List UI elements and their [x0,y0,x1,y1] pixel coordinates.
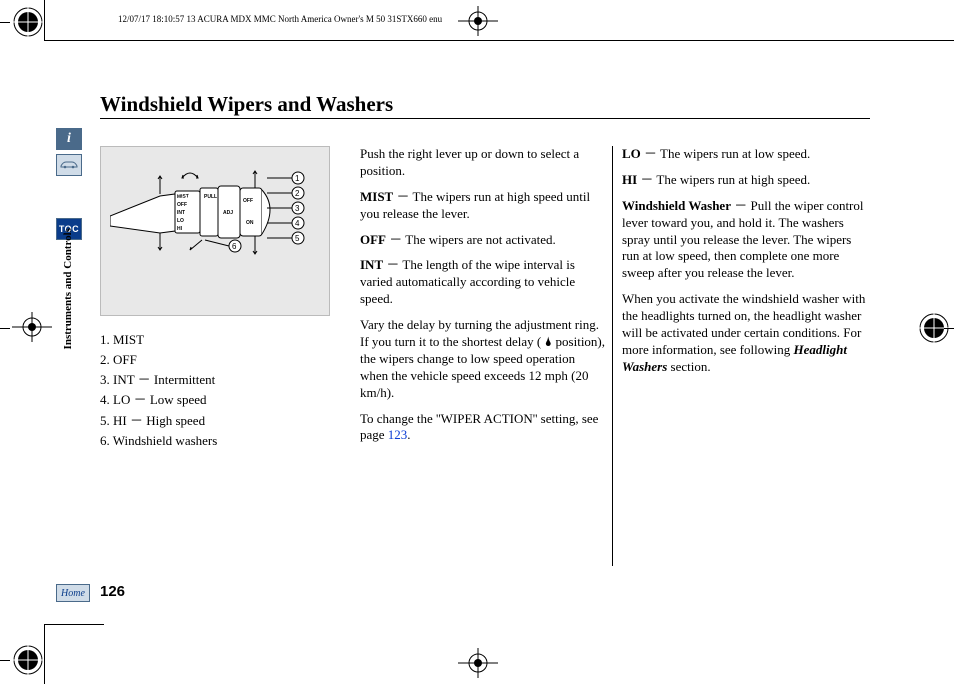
callout: 4 [295,219,300,228]
legend-item: 2. OFF [100,350,330,370]
diagram-label: LO [177,218,184,224]
body-text: INT － The length of the wipe interval is… [360,257,605,308]
tab-car[interactable] [56,154,82,176]
diagram-legend: 1. MIST 2. OFF 3. INT － Intermittent 4. … [100,330,330,451]
body-text: OFF － The wipers are not activated. [360,232,605,249]
diagram-label: PULL [204,194,217,200]
cropmark-left-center [12,312,52,342]
column-3: LO － The wipers run at low speed. HI － T… [622,146,869,385]
body-text: Windshield Washer － Pull the wiper contr… [622,198,869,282]
home-button[interactable]: Home [56,584,90,602]
body-text: Vary the delay by turning the adjustment… [360,317,605,401]
term: OFF [360,232,386,247]
body-text: To change the ''WIPER ACTION'' setting, … [360,411,605,445]
term: HI [622,172,637,187]
definition: － The wipers run at low speed. [641,146,810,161]
crop-line [44,40,954,41]
crop-line [0,328,10,329]
body-text: HI － The wipers run at high speed. [622,172,869,189]
text-run: section. [667,359,710,374]
page-link[interactable]: 123 [388,427,408,442]
diagram-label: OFF [243,198,253,204]
page-title: Windshield Wipers and Washers [100,92,393,117]
body-text: LO － The wipers run at low speed. [622,146,869,163]
term: INT [360,257,383,272]
diagram-label: ON [246,220,254,226]
diagram-label: HI [177,226,183,232]
crop-line [44,0,45,40]
legend-item: 3. INT － Intermittent [100,370,330,390]
diagram-label: OFF [177,202,187,208]
car-icon [60,159,78,172]
crop-line [944,328,954,329]
diagram-label: INT [177,210,185,216]
term: Windshield Washer [622,198,731,213]
title-rule [100,118,870,119]
regmark-bottom-left [12,644,44,676]
body-text: Push the right lever up or down to selec… [360,146,605,180]
term: MIST [360,189,393,204]
side-tabs: i TOC [56,128,84,240]
legend-item: 4. LO － Low speed [100,390,330,410]
cropmark-top-center [458,6,498,36]
definition: － The length of the wipe interval is var… [360,257,575,306]
legend-item: 1. MIST [100,330,330,350]
callout: 3 [295,204,300,213]
crop-line [0,22,10,23]
definition: － The wipers run at high speed until you… [360,189,590,221]
tab-info[interactable]: i [56,128,82,150]
crop-line [44,624,104,625]
page-number: 126 [100,583,125,600]
definition: － The wipers run at high speed. [637,172,810,187]
callout: 1 [295,174,300,183]
body-text: When you activate the windshield washer … [622,291,869,375]
regmark-top-left [12,6,44,38]
wiper-lever-diagram: MIST OFF INT LO HI ADJ PULL OFF ON 1 2 3… [100,146,330,316]
crop-line [44,624,45,684]
crop-line [0,660,10,661]
callout: 5 [295,234,300,243]
diagram-label: ADJ [223,210,233,216]
column-2: Push the right lever up or down to selec… [360,146,605,453]
diagram-label: MIST [177,193,189,200]
cropmark-bottom-center [458,648,498,678]
text-run: . [407,427,410,442]
info-icon: i [67,131,71,147]
column-divider [612,146,613,566]
side-section-label: Instruments and Controls [62,228,74,349]
body-text: MIST － The wipers run at high speed unti… [360,189,605,223]
legend-item: 5. HI － High speed [100,411,330,431]
callout: 6 [232,242,237,251]
definition: － The wipers are not activated. [386,232,556,247]
legend-item: 6. Windshield washers [100,431,330,451]
print-meta: 12/07/17 18:10:57 13 ACURA MDX MMC North… [118,14,442,24]
callout: 2 [295,189,300,198]
term: LO [622,146,641,161]
